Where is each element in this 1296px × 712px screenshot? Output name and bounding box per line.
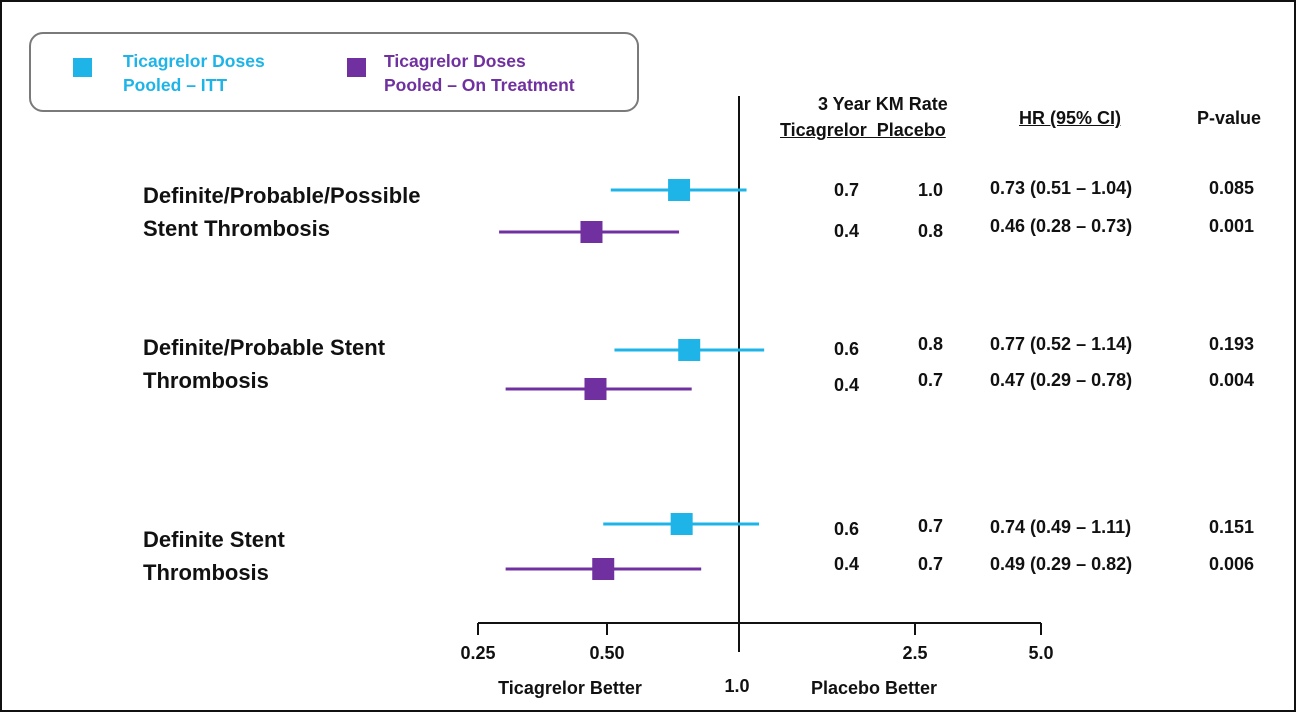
km-ticagrelor-value: 0.4 xyxy=(834,554,860,574)
hr-ci-value: 0.73 (0.51 – 1.04) xyxy=(990,178,1133,198)
p-value: 0.006 xyxy=(1209,554,1255,574)
x-tick-label: 2.5 xyxy=(902,643,927,663)
pvalue-header: P-value xyxy=(1197,108,1262,128)
legend-swatch-on-treatment xyxy=(347,58,366,77)
hr-ci-value: 0.49 (0.29 – 0.82) xyxy=(990,554,1133,574)
reference-value-label: 1.0 xyxy=(724,676,749,696)
km-placebo-value: 0.7 xyxy=(918,370,944,390)
km-placebo-value: 0.8 xyxy=(918,221,944,241)
p-value: 0.085 xyxy=(1209,178,1255,198)
km-subheader: Ticagrelor Placebo xyxy=(780,120,946,140)
point-estimate-marker xyxy=(580,221,603,243)
hr-ci-value: 0.74 (0.49 – 1.11) xyxy=(990,517,1132,537)
category-label-3: Definite Stent Thrombosis xyxy=(143,527,285,585)
point-estimate-marker xyxy=(670,513,693,535)
legend: Ticagrelor Doses Pooled – ITT Ticagrelor… xyxy=(29,32,639,112)
category-label-1: Definite/Probable/Possible Stent Thrombo… xyxy=(143,183,421,241)
x-tick-label: 0.25 xyxy=(460,643,495,663)
p-value: 0.151 xyxy=(1209,517,1255,537)
p-value: 0.193 xyxy=(1209,334,1255,354)
km-ticagrelor-value: 0.4 xyxy=(834,221,860,241)
point-estimate-marker xyxy=(584,378,607,400)
km-ticagrelor-value: 0.4 xyxy=(834,375,860,395)
km-ticagrelor-value: 0.6 xyxy=(834,519,860,539)
hr-ci-value: 0.46 (0.28 – 0.73) xyxy=(990,216,1133,236)
km-header: 3 Year KM Rate xyxy=(818,94,948,114)
category-label-2: Definite/Probable Stent Thrombosis xyxy=(143,335,386,393)
km-placebo-value: 0.7 xyxy=(918,554,944,574)
km-placebo-value: 1.0 xyxy=(918,180,944,200)
p-value: 0.001 xyxy=(1209,216,1255,236)
placebo-better-label: Placebo Better xyxy=(811,678,937,698)
km-placebo-value: 0.7 xyxy=(918,516,944,536)
legend-label-itt: Ticagrelor Doses Pooled – ITT xyxy=(123,51,265,95)
hr-ci-value: 0.77 (0.52 – 1.14) xyxy=(990,334,1133,354)
km-placebo-value: 0.8 xyxy=(918,334,944,354)
hr-ci-value: 0.47 (0.29 – 0.78) xyxy=(990,370,1133,390)
ticagrelor-better-label: Ticagrelor Better xyxy=(498,678,642,698)
point-estimate-marker xyxy=(668,179,691,201)
effect-estimates xyxy=(499,179,765,580)
x-tick-label: 0.50 xyxy=(589,643,624,663)
legend-label-on-treatment: Ticagrelor Doses Pooled – On Treatment xyxy=(384,51,575,95)
x-axis-ticks: 0.25 0.50 2.5 5.0 xyxy=(460,623,1054,663)
hr-header: HR (95% CI) xyxy=(1019,108,1122,128)
km-ticagrelor-value: 0.6 xyxy=(834,339,860,359)
x-tick-label: 5.0 xyxy=(1028,643,1053,663)
point-estimate-marker xyxy=(592,558,615,580)
p-value: 0.004 xyxy=(1209,370,1255,390)
point-estimate-marker xyxy=(678,339,701,361)
km-ticagrelor-value: 0.7 xyxy=(834,180,860,200)
legend-swatch-itt xyxy=(73,58,92,77)
